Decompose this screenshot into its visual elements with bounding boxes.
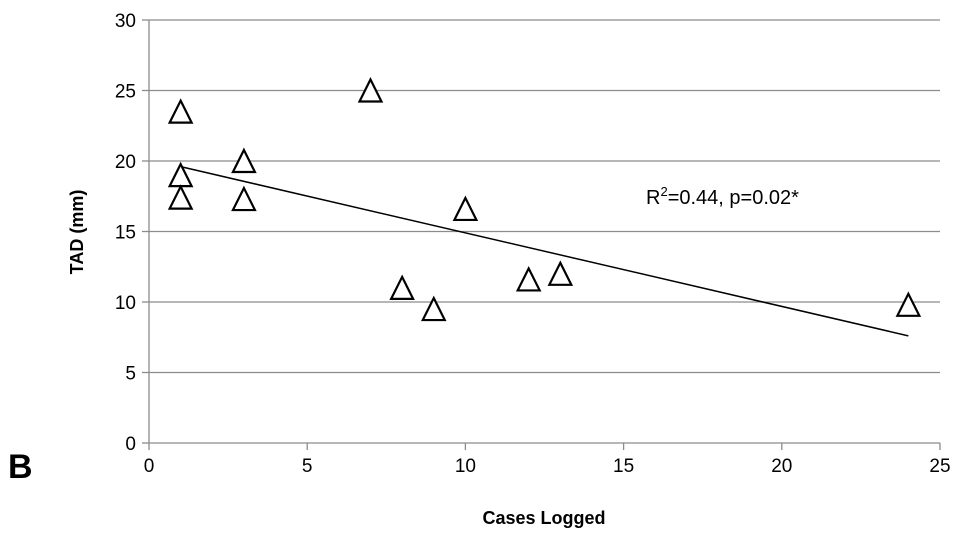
annotation-superscript: 2 xyxy=(660,184,667,199)
data-point-triangle xyxy=(167,161,194,188)
y-tick-label: 10 xyxy=(115,293,136,314)
y-axis-title: TAD (mm) xyxy=(67,190,87,275)
x-tick-label: 20 xyxy=(771,456,792,477)
gridlines xyxy=(149,19,940,374)
x-tick-label: 25 xyxy=(929,456,950,477)
data-point-triangle xyxy=(389,274,415,300)
data-point-triangle xyxy=(420,295,447,322)
data-point-triangle xyxy=(231,185,257,212)
data-point-triangle xyxy=(167,98,194,124)
y-tick-label: 5 xyxy=(125,364,136,385)
panel-label: B xyxy=(8,448,33,486)
tick-labels: 0 5 10 15 20 25 30 0 5 10 15 20 25 xyxy=(115,11,951,477)
y-tick-label: 20 xyxy=(115,152,136,173)
annotation-suffix: =0.44, p=0.02* xyxy=(668,187,799,209)
data-points xyxy=(167,77,922,322)
y-tick-label: 30 xyxy=(115,11,136,32)
data-point-triangle xyxy=(452,195,479,222)
x-tick-label: 5 xyxy=(302,456,313,477)
y-tick-label: 15 xyxy=(115,223,136,244)
y-tick-label: 0 xyxy=(125,434,136,455)
fit-annotation: R2=0.44, p=0.02* xyxy=(646,184,799,209)
data-point-triangle xyxy=(515,265,542,292)
trendline-group xyxy=(180,165,909,337)
x-tick-label: 15 xyxy=(613,456,634,477)
y-tick-label: 25 xyxy=(115,82,136,103)
x-tick-label: 10 xyxy=(455,456,476,477)
data-point-triangle xyxy=(167,184,194,210)
data-point-triangle xyxy=(357,77,384,103)
trendline xyxy=(180,165,909,337)
x-axis-title: Cases Logged xyxy=(482,508,605,528)
data-point-triangle xyxy=(547,260,574,286)
x-tick-label: 0 xyxy=(144,456,155,477)
data-point-triangle xyxy=(895,291,922,317)
data-point-triangle xyxy=(231,147,257,174)
axes xyxy=(142,19,941,450)
annotation-prefix: R xyxy=(646,187,660,209)
